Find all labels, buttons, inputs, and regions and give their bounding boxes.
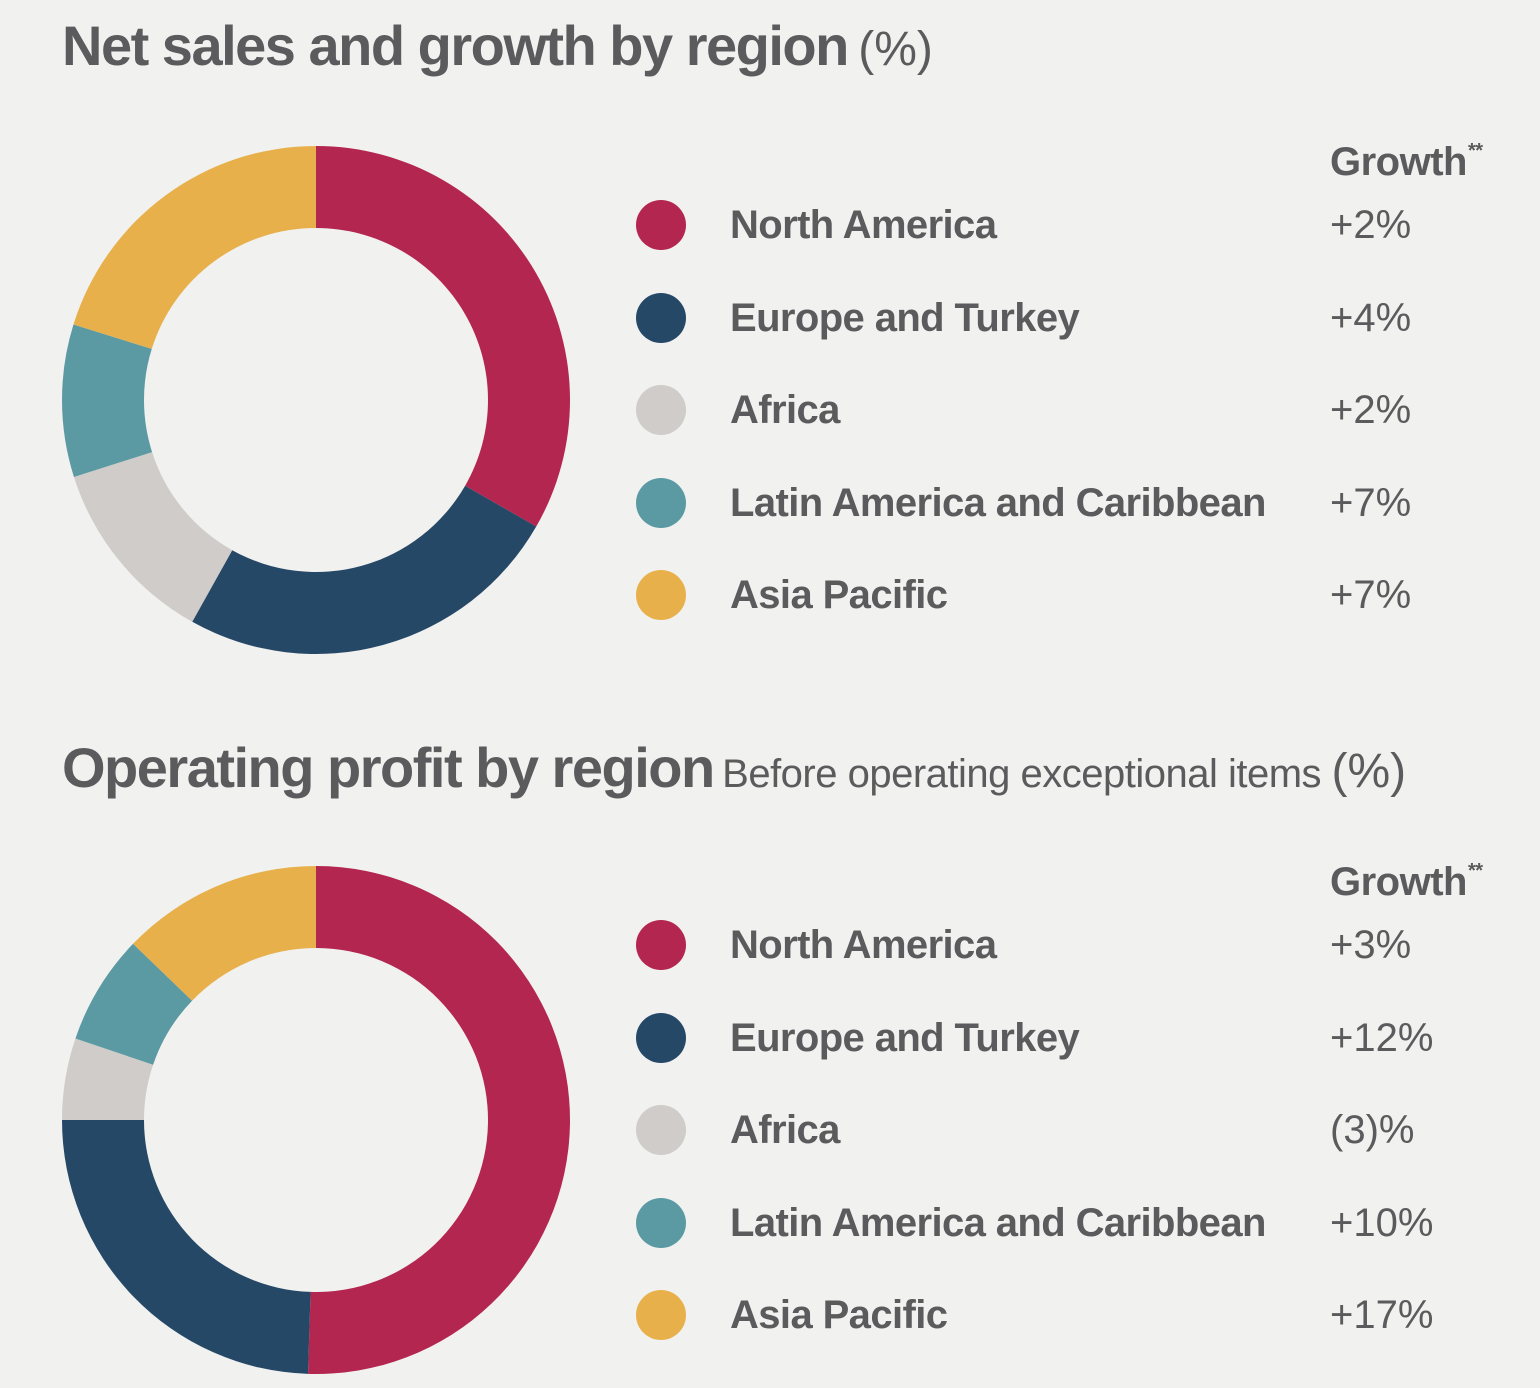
legend-growth-value: +2% xyxy=(1330,203,1412,247)
operating-profit-donut-chart xyxy=(62,866,571,1374)
legend-item: North America +2% xyxy=(636,200,1516,293)
donut-slice-africa xyxy=(62,1038,154,1120)
donut-slice-asia-pacific xyxy=(73,146,316,349)
donut-slice-europe-and-turkey xyxy=(62,1120,311,1374)
legend-item: Latin America and Caribbean +10% xyxy=(636,1197,1516,1291)
legend-label: Europe and Turkey xyxy=(730,1015,1080,1060)
donut-slice-latin-america-and-caribbean xyxy=(75,943,193,1065)
operating-profit-title-text: Operating profit by region xyxy=(62,736,715,799)
legend-label: Europe and Turkey xyxy=(730,295,1080,340)
legend-label: Latin America and Caribbean xyxy=(730,1200,1266,1245)
legend-growth-value: +7% xyxy=(1330,573,1412,617)
operating-profit-subtitle: Before operating exceptional items xyxy=(722,752,1322,796)
legend-item: Asia Pacific +17% xyxy=(636,1290,1516,1383)
legend-swatch xyxy=(636,477,686,528)
operating-profit-growth-footnote-marker: ** xyxy=(1467,860,1483,882)
legend-growth-value: +3% xyxy=(1330,923,1412,967)
legend-item: North America +3% xyxy=(636,920,1516,1013)
legend-label: Asia Pacific xyxy=(730,1293,948,1337)
legend-growth-value: +17% xyxy=(1330,1293,1434,1337)
legend-label: Latin America and Caribbean xyxy=(730,480,1266,525)
legend-item: Asia Pacific +7% xyxy=(636,570,1516,663)
donut-slice-north-america xyxy=(308,866,571,1374)
legend-item: Europe and Turkey +4% xyxy=(636,292,1516,386)
legend-item: Africa (3)% xyxy=(636,1105,1516,1198)
legend-swatch xyxy=(636,1197,686,1248)
legend-swatch xyxy=(636,292,686,343)
legend-swatch xyxy=(636,570,686,620)
net-sales-growth-header: Growth** xyxy=(1330,140,1483,185)
donut-slice-asia-pacific xyxy=(133,866,316,1001)
legend-swatch xyxy=(636,1290,686,1340)
net-sales-legend: North America +2% Europe and Turkey +4% … xyxy=(636,200,1516,663)
legend-label: North America xyxy=(730,923,997,967)
operating-profit-legend: North America +3% Europe and Turkey +12%… xyxy=(636,920,1516,1383)
net-sales-growth-footnote-marker: ** xyxy=(1467,140,1483,162)
legend-label: Asia Pacific xyxy=(730,573,948,617)
donut-slice-north-america xyxy=(316,146,570,527)
operating-profit-section: Operating profit by region Before operat… xyxy=(0,720,1540,1388)
legend-growth-value: (3)% xyxy=(1330,1108,1415,1152)
donut-slice-latin-america-and-caribbean xyxy=(62,324,153,477)
donut-slice-africa xyxy=(73,452,233,622)
net-sales-growth-header-text: Growth xyxy=(1330,140,1467,184)
legend-swatch xyxy=(636,920,686,970)
operating-profit-title: Operating profit by region Before operat… xyxy=(62,740,1406,796)
net-sales-title: Net sales and growth by region (%) xyxy=(62,18,933,74)
legend-growth-value: +10% xyxy=(1330,1200,1434,1245)
legend-swatch xyxy=(636,200,686,250)
legend-growth-value: +4% xyxy=(1330,295,1412,340)
net-sales-title-text: Net sales and growth by region xyxy=(62,14,849,77)
legend-growth-value: +12% xyxy=(1330,1015,1434,1060)
legend-item: Europe and Turkey +12% xyxy=(636,1012,1516,1106)
net-sales-title-unit: (%) xyxy=(858,23,933,76)
legend-label: Africa xyxy=(730,1108,840,1152)
legend-label: Africa xyxy=(730,388,840,432)
legend-item: Africa +2% xyxy=(636,385,1516,478)
legend-swatch xyxy=(636,385,686,435)
legend-swatch xyxy=(636,1105,686,1155)
legend-growth-value: +7% xyxy=(1330,480,1412,525)
legend-item: Latin America and Caribbean +7% xyxy=(636,477,1516,571)
operating-profit-title-unit: (%) xyxy=(1331,745,1407,798)
legend-swatch xyxy=(636,1012,686,1063)
net-sales-donut-chart xyxy=(62,146,570,654)
net-sales-section: Net sales and growth by region (%) Growt… xyxy=(62,18,1516,663)
legend-growth-value: +2% xyxy=(1330,388,1412,432)
legend-label: North America xyxy=(730,203,997,247)
operating-profit-growth-header-text: Growth xyxy=(1330,860,1467,904)
operating-profit-growth-header: Growth** xyxy=(1330,860,1483,905)
donut-slice-europe-and-turkey xyxy=(192,485,537,654)
